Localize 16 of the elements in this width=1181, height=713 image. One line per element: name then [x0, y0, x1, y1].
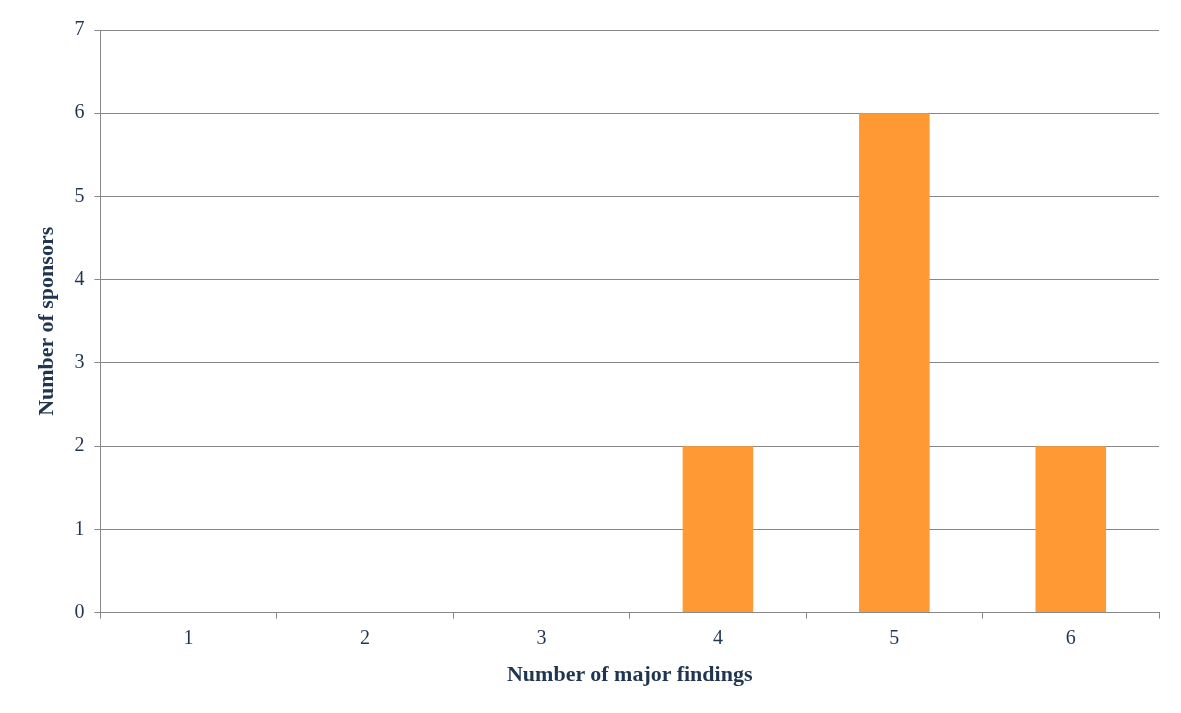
- x-tick-label: 3: [536, 625, 547, 648]
- x-tick-label: 4: [712, 625, 723, 648]
- y-tick-label: 0: [74, 599, 85, 622]
- x-tick-label: 5: [889, 625, 900, 648]
- x-axis-title: Number of major findings: [506, 661, 753, 687]
- x-tick-label: 6: [1065, 625, 1076, 648]
- y-tick-label: 3: [74, 350, 85, 373]
- y-tick-label: 5: [74, 183, 85, 206]
- y-tick-label: 2: [74, 433, 85, 456]
- y-axis-title: Number of sponsors: [32, 226, 58, 416]
- x-tick-label: 2: [360, 625, 371, 648]
- y-tick-label: 6: [74, 100, 85, 123]
- y-tick-label: 1: [74, 516, 85, 539]
- x-tick-label: 1: [183, 625, 194, 648]
- y-tick-label: 7: [74, 17, 85, 40]
- y-tick-label: 4: [74, 266, 85, 289]
